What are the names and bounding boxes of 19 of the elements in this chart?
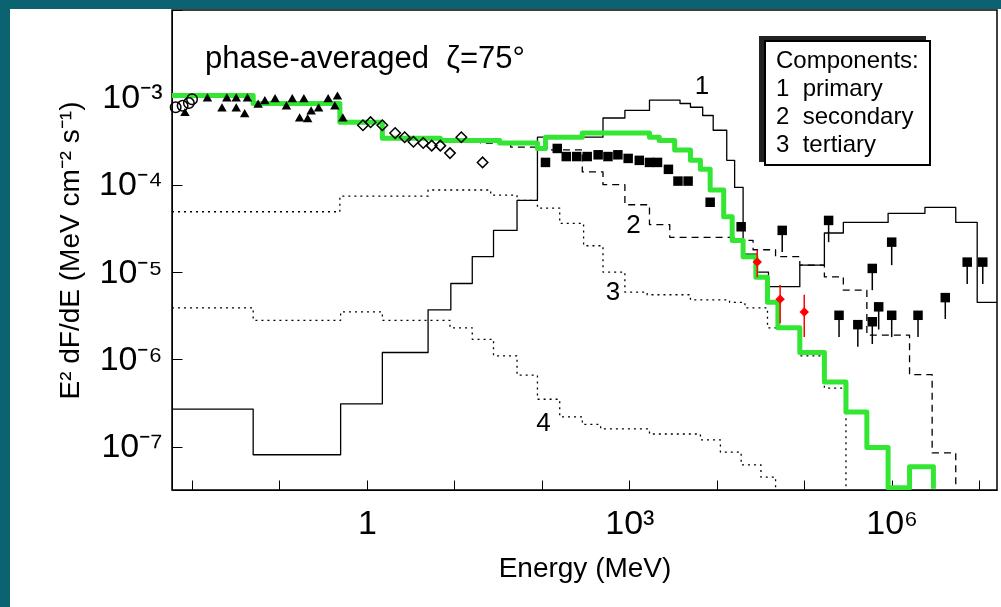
annotation: 4 [536,407,551,438]
x-tick-label: 10⁶ [866,502,919,541]
annotation: 1 [694,69,710,100]
x-axis-title: Energy (MeV) [498,551,672,583]
y-axis-title: E² dF/dE (MeV cm⁻² s⁻¹) [54,101,86,400]
x-tick-label: 10³ [605,502,655,541]
y-tick-label: 10⁻⁴ [99,164,163,203]
annotation: 2 [626,208,641,239]
y-tick-label: 10⁻⁶ [99,338,163,377]
y-tick-label: 10⁻⁷ [101,426,163,465]
annotation: 3 [605,276,621,307]
y-tick-label: 10⁻³ [102,76,163,115]
annotation: 1 primary [776,74,884,102]
text: phase-averaged ζ=75° [205,40,525,76]
x-tick-label: 1 [357,502,377,541]
annotation: 3 tertiary [776,130,878,158]
y-tick-label: 10⁻⁵ [99,251,163,290]
annotation: Components: [776,46,919,74]
annotation: 2 secondary [776,102,915,130]
